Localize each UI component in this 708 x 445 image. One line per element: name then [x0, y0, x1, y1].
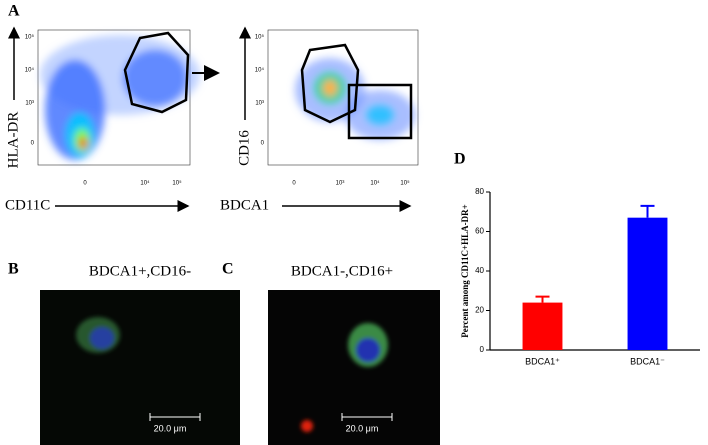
y-tick-label: 0	[31, 141, 35, 147]
flow-plot-2-axes: 10⁵ 10⁴ 10³ 0 0 10³ 10⁴ 10⁵ CD16 BDCA1	[220, 26, 412, 213]
x-tick-label: 10⁵	[400, 180, 410, 187]
y-axis-label: CD16	[236, 130, 252, 166]
x-tick-label: BDCA1⁻	[630, 356, 665, 366]
bar	[522, 302, 563, 350]
panel-title: BDCA1-,CD16+	[291, 263, 393, 279]
y-tick-label: 10³	[25, 101, 34, 107]
flow-plot-1	[37, 29, 200, 166]
bar	[627, 217, 668, 350]
y-tick-label: 40	[475, 266, 484, 275]
x-axis-label: BDCA1	[220, 197, 269, 213]
panel-letter: B	[8, 261, 19, 278]
x-tick-label: BDCA1⁺	[525, 356, 560, 366]
y-axis-label: HLA-DR	[5, 112, 21, 169]
flow-plot-1-axes: 10⁵ 10⁴ 10³ 0 0 10⁴ 10⁵ HLA-DR CD11C	[5, 26, 190, 213]
y-tick-label: 10⁵	[25, 34, 35, 41]
panel-letter: C	[222, 261, 234, 278]
y-tick-label: 0	[480, 345, 485, 354]
x-tick-label: 10⁴	[370, 180, 380, 187]
x-tick-label: 0	[83, 181, 87, 187]
y-tick-label: 60	[475, 227, 484, 236]
x-tick-label: 10⁴	[140, 180, 150, 187]
x-tick-label: 0	[292, 181, 296, 187]
panel-title: BDCA1+,CD16-	[89, 263, 191, 279]
x-tick-label: 10⁵	[172, 180, 182, 187]
panel-letter: A	[8, 3, 20, 20]
x-axis-label: CD11C	[5, 197, 50, 213]
y-tick-label: 10⁵	[255, 34, 265, 41]
flow-plot-2	[267, 29, 419, 166]
panel-letter: D	[454, 151, 466, 168]
error-bar	[535, 295, 550, 303]
y-tick-label: 10³	[255, 101, 264, 107]
bar-chart: 0 20 40 60 80 Percent among CD11C+HLA-DR+ BDCA…	[460, 187, 700, 366]
error-bar	[640, 204, 655, 218]
y-tick-label: 10⁴	[25, 67, 35, 74]
y-tick-label: 20	[475, 306, 484, 315]
y-tick-label: 10⁴	[255, 67, 265, 74]
y-tick-label: 0	[261, 141, 265, 147]
y-axis-label: Percent among CD11C+HLA-DR+	[460, 204, 470, 338]
scale-bar-label: 20.0 μm	[346, 423, 379, 433]
y-tick-label: 80	[475, 187, 484, 196]
micrograph: 20.0 μm	[40, 290, 240, 445]
scale-bar-label: 20.0 μm	[154, 423, 187, 433]
micrograph: 20.0 μm	[268, 290, 440, 445]
x-tick-label: 10³	[336, 181, 345, 187]
